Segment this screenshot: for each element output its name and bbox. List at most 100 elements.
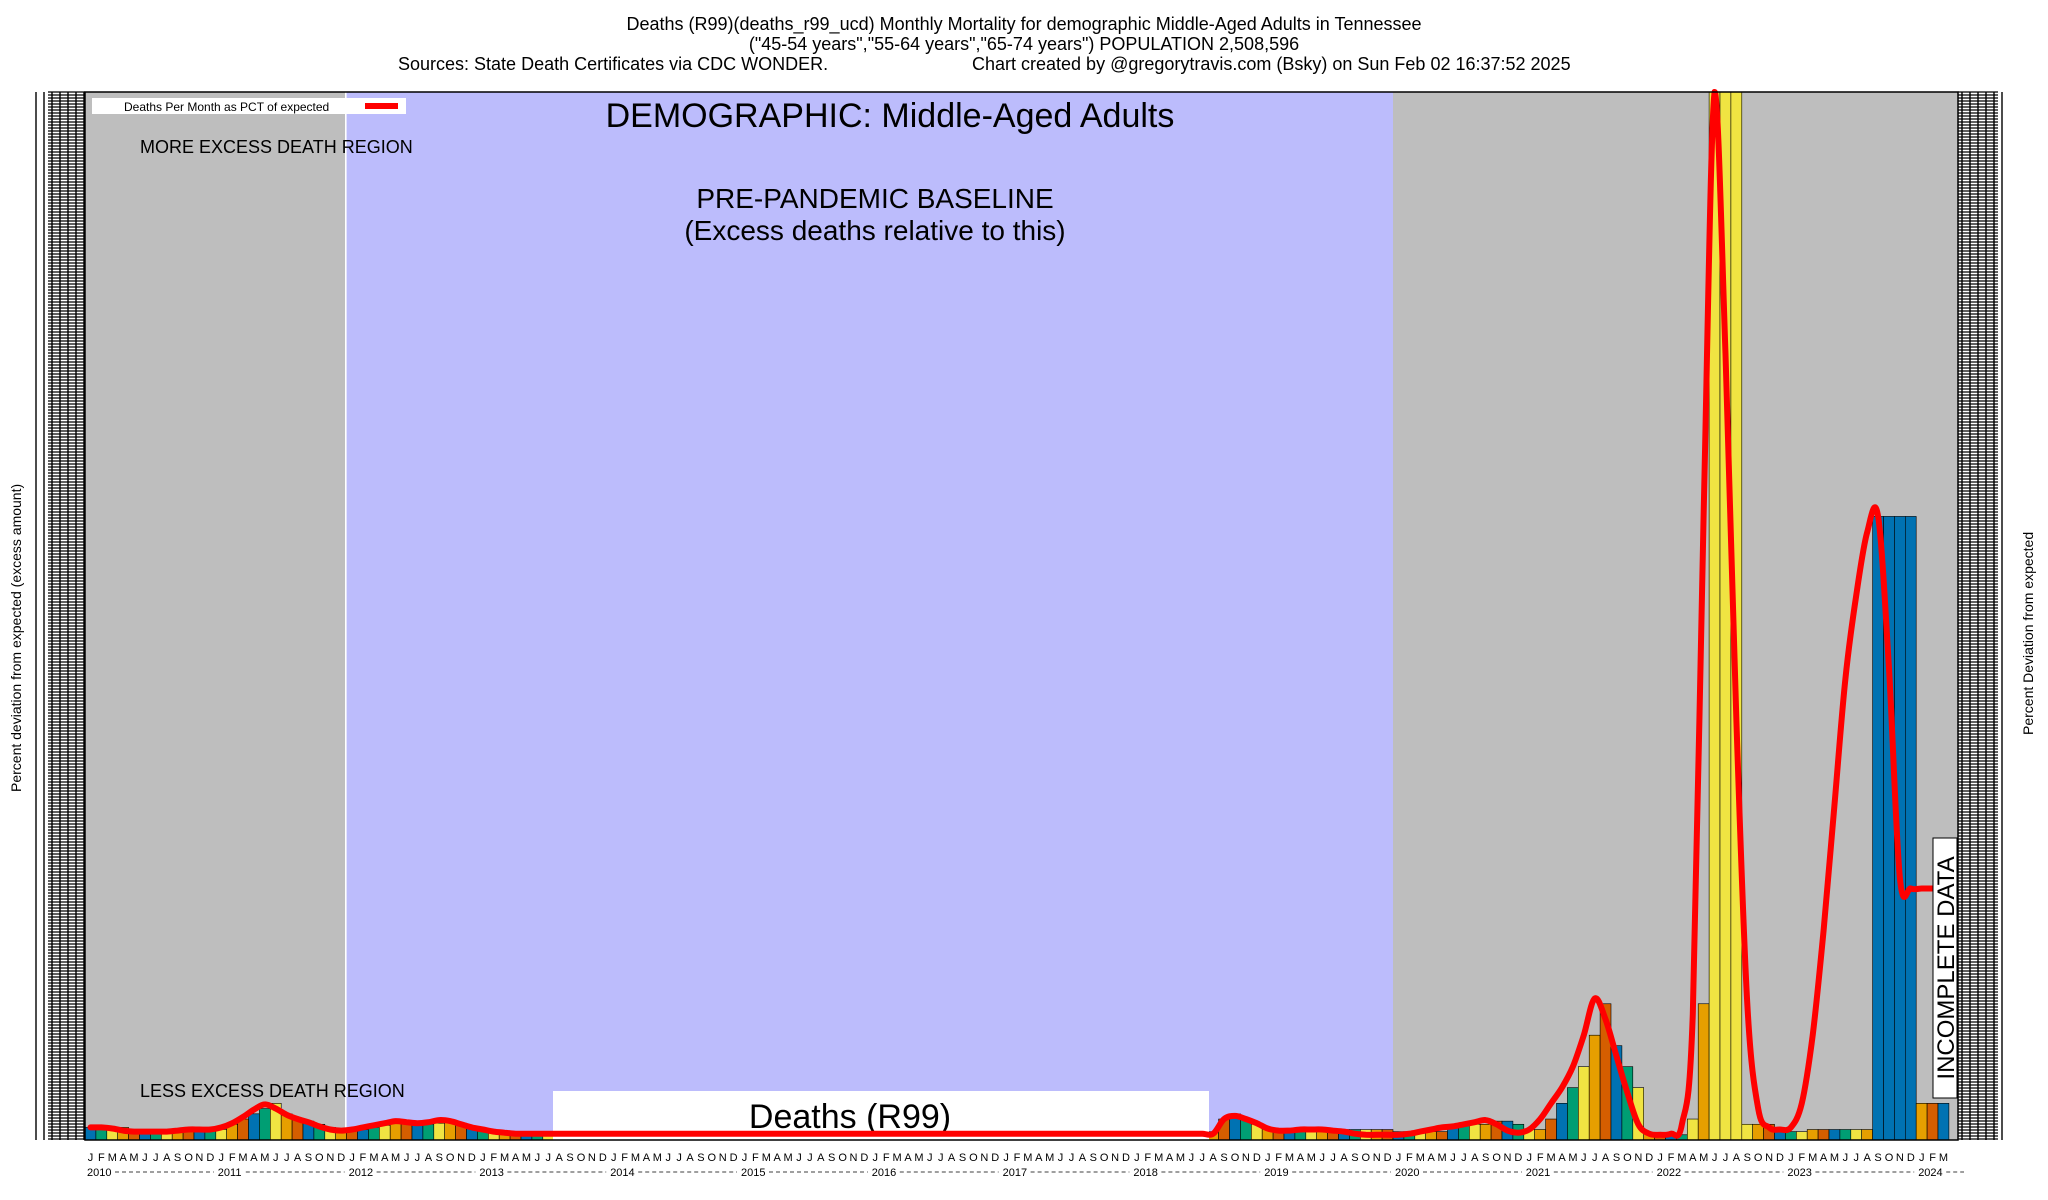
x-tick-month: F (883, 1152, 890, 1164)
x-tick-month: F (1144, 1152, 1151, 1164)
x-tick-month: J (927, 1152, 933, 1164)
bar (1534, 1129, 1546, 1141)
x-tick-year: 2019 (1264, 1167, 1288, 1179)
x-tick-month: S (1874, 1152, 1881, 1164)
bar (389, 1122, 402, 1141)
x-tick-month: S (1744, 1152, 1751, 1164)
x-tick-month: A (1166, 1152, 1174, 1164)
x-tick-month: O (1885, 1152, 1894, 1164)
x-tick-month: F (1275, 1152, 1282, 1164)
x-tick-month: O (1100, 1152, 1109, 1164)
x-tick-month: A (512, 1152, 520, 1164)
x-tick-year: 2012 (349, 1167, 373, 1179)
x-tick-month: S (305, 1152, 312, 1164)
x-tick-month: J (1450, 1152, 1456, 1164)
demographic-label: DEMOGRAPHIC: Middle-Aged Adults (606, 97, 1175, 135)
x-tick-month: O (315, 1152, 324, 1164)
x-tick-month: A (1864, 1152, 1872, 1164)
x-tick-month: J (1527, 1152, 1533, 1164)
x-tick-month: D (206, 1152, 214, 1164)
bar (1828, 1129, 1841, 1141)
bar (1817, 1129, 1830, 1141)
x-tick-month: J (665, 1152, 671, 1164)
x-tick-month: M (1438, 1152, 1447, 1164)
bar (1567, 1087, 1579, 1141)
x-tick-year: 2024 (1918, 1167, 1942, 1179)
x-tick-month: F (621, 1152, 628, 1164)
x-tick-month: S (697, 1152, 704, 1164)
x-tick-month: O (969, 1152, 978, 1164)
x-tick-year: 2017 (1003, 1167, 1027, 1179)
x-tick-month: J (1788, 1152, 1794, 1164)
x-tick-year: 2015 (741, 1167, 765, 1179)
x-tick-month: M (1023, 1152, 1032, 1164)
x-tick-month: M (1416, 1152, 1425, 1164)
x-tick-month: N (850, 1152, 858, 1164)
bar (1741, 1123, 1754, 1141)
x-tick-month: M (1830, 1152, 1839, 1164)
x-tick-month: A (120, 1152, 128, 1164)
x-tick-year: 2022 (1657, 1167, 1681, 1179)
x-tick-month: M (1154, 1152, 1163, 1164)
x-tick-month: A (294, 1152, 302, 1164)
x-tick-month: M (1547, 1152, 1556, 1164)
x-tick-month: A (1297, 1152, 1305, 1164)
x-tick-month: O (1623, 1152, 1632, 1164)
x-tick-month: J (404, 1152, 410, 1164)
bar (378, 1125, 391, 1141)
x-tick-month: M (1045, 1152, 1054, 1164)
x-tick-month: M (1307, 1152, 1316, 1164)
x-tick-month: J (1319, 1152, 1325, 1164)
bar (1556, 1103, 1568, 1141)
x-tick-month: F (752, 1152, 759, 1164)
x-tick-month: D (1514, 1152, 1522, 1164)
x-tick-month: M (784, 1152, 793, 1164)
x-tick-month: N (980, 1152, 988, 1164)
x-tick-month: M (391, 1152, 400, 1164)
x-tick-year: 2010 (87, 1167, 111, 1179)
x-tick-month: D (991, 1152, 999, 1164)
x-tick-month: A (1733, 1152, 1741, 1164)
x-tick-month: S (1613, 1152, 1620, 1164)
bar (400, 1122, 413, 1141)
left-axis-ticks (35, 91, 85, 1140)
x-tick-month: M (1677, 1152, 1686, 1164)
chart-title-line1: Deaths (R99)(deaths_r99_ucd) Monthly Mor… (626, 14, 1422, 34)
bars-group (84, 91, 1950, 1141)
x-tick-month: A (1689, 1152, 1697, 1164)
bar (368, 1127, 380, 1141)
bar (1796, 1131, 1808, 1141)
x-tick-month: N (1504, 1152, 1512, 1164)
x-tick-month: A (1428, 1152, 1436, 1164)
cause-box-label: Deaths (R99) (749, 1098, 951, 1136)
x-tick-month: O (184, 1152, 193, 1164)
x-tick-month: F (1668, 1152, 1675, 1164)
x-tick-month: A (1602, 1152, 1610, 1164)
x-tick-month: F (1798, 1152, 1805, 1164)
x-tick-month: J (1396, 1152, 1402, 1164)
x-tick-month: M (631, 1152, 640, 1164)
x-tick-month: N (457, 1152, 465, 1164)
x-tick-month: M (1176, 1152, 1185, 1164)
x-tick-month: D (860, 1152, 868, 1164)
x-tick-month: J (1723, 1152, 1729, 1164)
x-tick-month: M (893, 1152, 902, 1164)
x-tick-month: J (1712, 1152, 1718, 1164)
x-tick-month: A (774, 1152, 782, 1164)
bar (1915, 1103, 1928, 1141)
x-tick-month: M (238, 1152, 247, 1164)
x-tick-month: J (284, 1152, 290, 1164)
x-tick-month: S (1090, 1152, 1097, 1164)
x-tick-month: D (599, 1152, 607, 1164)
bar (433, 1122, 445, 1141)
x-tick-month: J (1854, 1152, 1860, 1164)
x-tick-month: F (1406, 1152, 1413, 1164)
bar (422, 1123, 435, 1141)
x-tick-month: D (1384, 1152, 1392, 1164)
x-tick-month: A (250, 1152, 258, 1164)
baseline-region (346, 92, 1394, 1140)
x-tick-month: A (817, 1152, 825, 1164)
x-tick-month: O (708, 1152, 717, 1164)
x-tick-month: N (1896, 1152, 1904, 1164)
x-tick-month: O (1362, 1152, 1371, 1164)
